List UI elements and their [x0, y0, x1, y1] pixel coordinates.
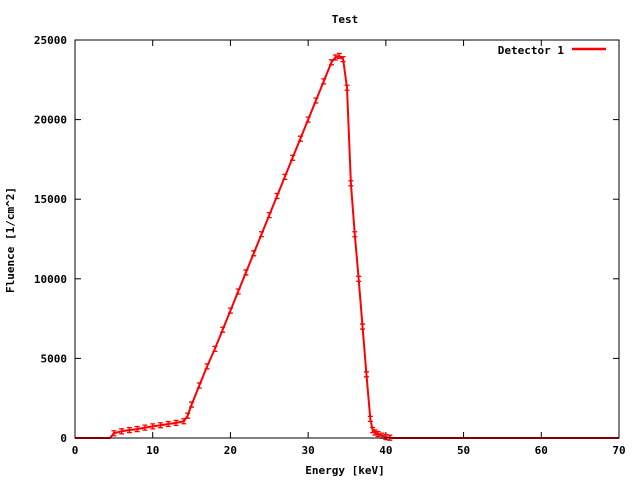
- data-point: [352, 231, 358, 238]
- data-point: [356, 275, 362, 282]
- plot-frame: [74, 39, 620, 439]
- data-point: [204, 363, 210, 370]
- legend-entry-label: Detector 1: [498, 44, 565, 57]
- x-axis-label: Energy [keV]: [305, 464, 384, 477]
- data-point: [235, 288, 241, 295]
- data-point: [313, 97, 319, 104]
- series-line: [75, 54, 619, 439]
- x-tick-label: 50: [457, 444, 470, 457]
- data-point: [375, 430, 381, 438]
- data-point: [340, 55, 346, 63]
- data-point: [367, 415, 373, 423]
- data-point: [189, 401, 195, 408]
- data-point: [321, 78, 327, 85]
- data-point: [165, 420, 171, 428]
- data-point: [360, 323, 366, 330]
- x-tick-label: 10: [146, 444, 159, 457]
- x-tick-label: 70: [612, 444, 625, 457]
- data-point: [259, 231, 265, 238]
- data-point: [220, 326, 226, 333]
- data-point: [305, 116, 311, 123]
- y-tick-label: 10000: [34, 273, 67, 286]
- data-point: [150, 423, 156, 430]
- data-point: [274, 192, 280, 200]
- data-point: [290, 154, 296, 161]
- data-point: [227, 307, 233, 314]
- data-point: [126, 426, 132, 434]
- data-point: [134, 425, 140, 433]
- data-point: [282, 173, 288, 181]
- x-tick-label: 40: [379, 444, 392, 457]
- x-tick-label: 0: [72, 444, 79, 457]
- data-point: [196, 382, 202, 389]
- data-point: [348, 180, 354, 187]
- data-point: [119, 428, 125, 435]
- y-tick-label: 15000: [34, 193, 67, 206]
- tick-layer: 0 10 20 30 40 50 60 70 0 5000 10000 15000 20000 25000: [34, 34, 626, 457]
- data-point: [297, 135, 303, 142]
- data-point: [251, 250, 257, 257]
- y-tick-label: 20000: [34, 114, 67, 127]
- y-tick-label: 5000: [41, 352, 68, 365]
- data-point: [212, 345, 218, 352]
- legend: Detector 1: [498, 44, 606, 57]
- x-tick-label: 20: [224, 444, 237, 457]
- data-point: [185, 412, 191, 419]
- data-point: [142, 424, 148, 431]
- data-point: [336, 52, 342, 60]
- data-point: [173, 419, 179, 427]
- data-point: [111, 430, 117, 437]
- data-point: [266, 211, 272, 219]
- data-point: [157, 422, 163, 429]
- data-point: [363, 371, 369, 378]
- x-tick-label: 30: [302, 444, 315, 457]
- data-point: [332, 54, 338, 61]
- data-point: [243, 269, 249, 276]
- data-point: [344, 84, 350, 91]
- y-tick-label: 0: [60, 432, 67, 445]
- series-layer: [75, 52, 619, 441]
- chart-title: Test: [332, 13, 359, 26]
- y-tick-label: 25000: [34, 34, 67, 47]
- data-point: [372, 429, 378, 436]
- y-axis-label: Fluence [1/cm^2]: [4, 187, 17, 293]
- x-tick-label: 60: [535, 444, 548, 457]
